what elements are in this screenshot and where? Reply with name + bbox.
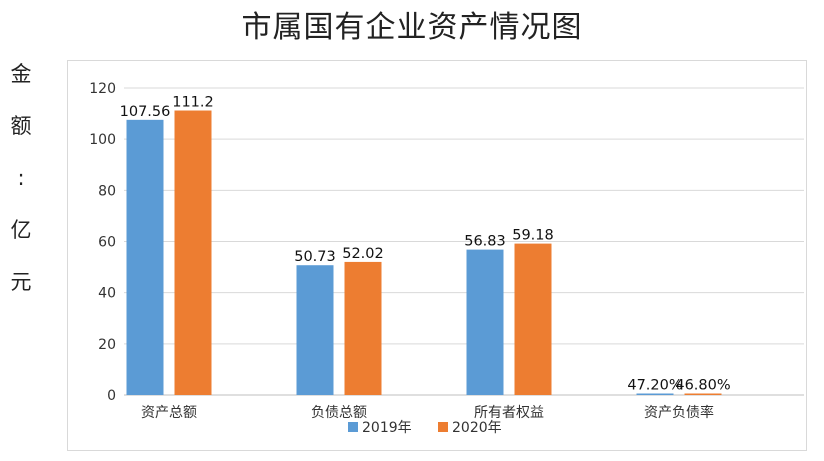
chart-frame: [67, 60, 807, 451]
data-label: 47.20%: [627, 378, 682, 394]
legend-swatch: [438, 422, 448, 432]
data-label: 46.80%: [675, 378, 730, 394]
y-axis-label: 金 额 : 亿 元: [9, 64, 33, 324]
y-tick-label: 40: [98, 286, 116, 302]
bar: [636, 393, 674, 395]
data-label: 50.73: [294, 249, 336, 265]
y-tick-label: 20: [98, 337, 116, 353]
bar: [344, 261, 382, 395]
y-axis-label-char: 元: [10, 270, 32, 294]
y-tick-label: 120: [89, 81, 116, 97]
legend-label: 2020年: [452, 420, 502, 436]
data-label: 107.56: [120, 104, 171, 120]
data-label: 111.2: [172, 95, 214, 111]
y-axis-label-char: 金: [10, 62, 32, 86]
bar: [466, 249, 504, 395]
y-tick-label: 80: [98, 183, 116, 199]
x-tick-label: 资产总额: [141, 405, 197, 421]
x-tick-label: 所有者权益: [474, 405, 544, 421]
bar: [126, 119, 164, 395]
data-label: 52.02: [342, 246, 384, 262]
legend-swatch: [348, 422, 358, 432]
x-tick-label: 负债总额: [311, 405, 367, 421]
data-label: 56.83: [464, 234, 506, 250]
y-tick-label: 0: [107, 388, 116, 404]
bar: [684, 393, 722, 395]
chart-title: 市属国有企业资产情况图: [241, 10, 583, 45]
bar: [174, 110, 212, 395]
y-axis-label-char: :: [17, 166, 25, 190]
x-tick-label: 资产负债率: [644, 404, 714, 421]
legend-label: 2019年: [362, 420, 412, 436]
data-label: 59.18: [512, 228, 554, 244]
y-tick-label: 100: [89, 132, 116, 148]
y-axis-label-char: 亿: [10, 218, 32, 242]
y-tick-label: 60: [98, 235, 116, 251]
bar: [296, 265, 334, 395]
y-axis-label-char: 额: [10, 114, 32, 138]
bar: [514, 243, 552, 395]
